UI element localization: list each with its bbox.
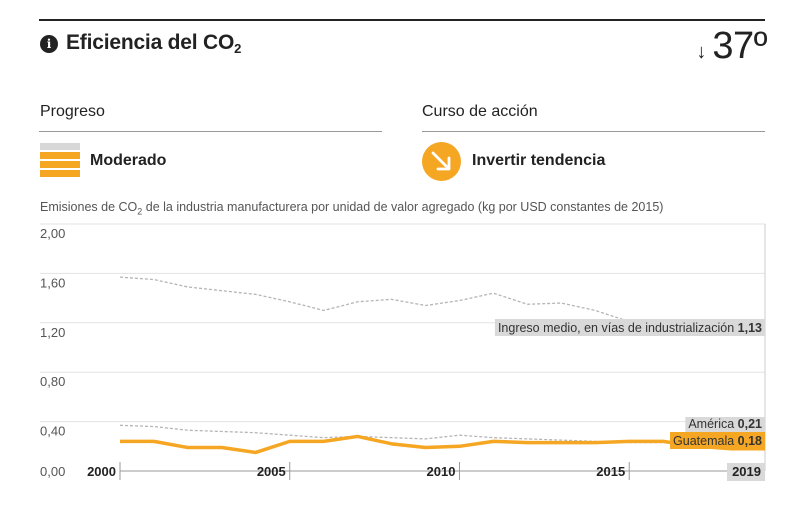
x-tick-label: 2010 [427,464,456,479]
y-tick-label: 0,80 [40,374,65,389]
progress-level-bar [40,143,80,150]
progress-status: Moderado [90,152,167,169]
series-end-label-ingreso-medio-background [494,319,765,336]
action-status: Invertir tendencia [472,152,606,169]
y-tick-label: 2,00 [40,226,65,241]
arrow-down-right-icon [422,142,461,181]
series-end-label-america-background [685,417,765,432]
series-end-label-ingreso-medio: Ingreso medio, en vías de industrializac… [498,321,762,335]
action-label: Curso de acción [422,103,538,120]
series-line [120,434,765,455]
y-tick-label: 1,60 [40,275,65,290]
x-tick-label: 2019 [732,464,761,479]
x-tick-highlight [727,463,765,481]
progress-level-bar [40,152,80,159]
series-line [119,424,765,446]
series-line [119,276,765,333]
arrow-down-right-glyph [431,151,450,170]
progress-level-bar [40,170,80,177]
indicator-header: i Eficiencia del CO2 [40,31,241,56]
top-rule [39,19,765,21]
series-end-label-guatemala-background [670,432,765,449]
action-rule [422,131,765,132]
y-tick-label: 1,20 [40,325,65,340]
rank-value: 37º [712,25,767,67]
progress-level-bar [40,161,80,168]
series-end-label-guatemala: Guatemala 0,18 [673,434,762,448]
chart-caption: Emisiones de CO2 de la industria manufac… [40,200,664,217]
y-tick-label: 0,40 [40,424,65,439]
x-tick-label: 2000 [87,464,116,479]
x-tick-label: 2005 [257,464,286,479]
y-tick-label: 0,00 [40,464,65,479]
progress-level-bars [40,143,80,179]
progress-label: Progreso [40,103,105,120]
progress-rule [39,131,382,132]
indicator-title: Eficiencia del CO2 [66,31,242,56]
series-end-label-america: América 0,21 [688,417,762,431]
info-icon[interactable]: i [40,34,58,53]
rank-down-arrow-icon: ↓ [696,41,707,63]
rank-display: ↓ 37º [696,26,767,66]
x-tick-label: 2015 [596,464,625,479]
